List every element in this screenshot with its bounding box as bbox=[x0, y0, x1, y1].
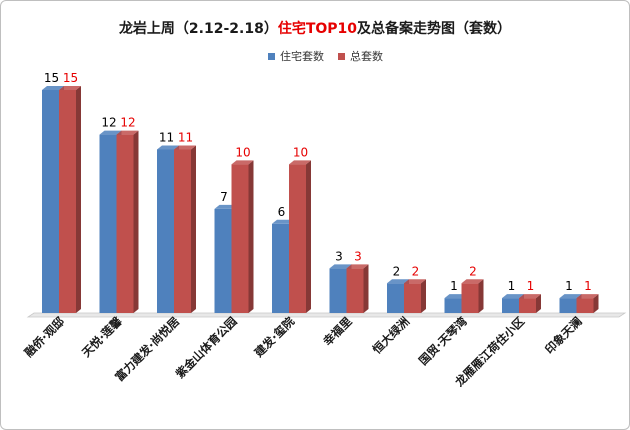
data-label-residential-6: 3 bbox=[335, 249, 343, 263]
bar-total-4-side bbox=[248, 160, 254, 313]
bar-total-9 bbox=[519, 298, 536, 313]
data-label-residential-7: 2 bbox=[393, 264, 401, 278]
data-label-total-8: 2 bbox=[469, 264, 477, 278]
bar-total-8 bbox=[461, 283, 479, 313]
bar-residential-9-top bbox=[502, 294, 524, 299]
data-label-residential-10: 1 bbox=[565, 279, 573, 293]
bar-residential-6-top bbox=[329, 264, 352, 269]
bar-residential-3 bbox=[157, 149, 174, 313]
data-label-residential-8: 1 bbox=[450, 279, 458, 293]
bar-total-5 bbox=[289, 164, 306, 313]
bar-total-10-side bbox=[593, 294, 599, 313]
bar-total-5-side bbox=[306, 160, 311, 313]
data-label-residential-2: 12 bbox=[101, 116, 116, 130]
category-label-2: 天悦·莲馨 bbox=[79, 314, 125, 360]
bar-total-1-top bbox=[59, 86, 81, 90]
bar-total-1 bbox=[59, 90, 76, 313]
category-label-8: 国贸·天琴湾 bbox=[416, 314, 470, 368]
legend-swatch-residential bbox=[268, 52, 275, 60]
data-label-total-2: 12 bbox=[120, 116, 135, 130]
bar-residential-8 bbox=[444, 298, 462, 313]
chart-title-highlight: 住宅TOP10 bbox=[277, 21, 358, 37]
chart-title-part-3: 及总备案走势图（套数） bbox=[357, 21, 512, 37]
data-label-total-4: 10 bbox=[235, 145, 250, 159]
category-label-10: 印象天澜 bbox=[542, 314, 584, 356]
data-label-residential-3: 11 bbox=[159, 130, 174, 144]
data-label-total-1: 15 bbox=[63, 71, 78, 85]
bar-total-3 bbox=[174, 149, 191, 313]
legend-label-residential: 住宅套数 bbox=[280, 50, 324, 63]
category-label-7: 恒大绿洲 bbox=[370, 314, 412, 356]
bar-total-3-side bbox=[191, 145, 196, 313]
bar-residential-1-top bbox=[42, 86, 64, 90]
bar-residential-8-top bbox=[444, 294, 467, 299]
bar-total-1-side bbox=[76, 86, 81, 313]
chart-floor bbox=[26, 312, 627, 318]
bar-total-9-side bbox=[536, 294, 541, 313]
bar-residential-10-top bbox=[559, 294, 582, 299]
data-label-residential-4: 7 bbox=[220, 190, 228, 204]
chart-legend: 住宅套数 总套数 bbox=[268, 48, 397, 64]
category-label-5: 建发·玺院 bbox=[252, 314, 298, 360]
category-label-1: 融侨·观邸 bbox=[22, 314, 68, 360]
bar-total-2 bbox=[116, 134, 134, 313]
bar-residential-5 bbox=[272, 223, 289, 313]
bar-total-7-side bbox=[421, 279, 426, 313]
bar-total-6-top bbox=[346, 264, 369, 269]
chart-title-part-1: 龙岩上周（2.12-2.18） bbox=[118, 21, 278, 37]
bar-residential-9 bbox=[502, 298, 519, 313]
bar-residential-4-top bbox=[214, 204, 237, 209]
bar-total-7 bbox=[404, 283, 421, 313]
category-label-6: 幸福里 bbox=[320, 314, 355, 349]
category-label-4: 紫金山体育公园 bbox=[173, 314, 240, 381]
legend-item-residential: 住宅套数 bbox=[268, 48, 324, 64]
data-label-total-7: 2 bbox=[412, 264, 420, 278]
bar-total-3-top bbox=[174, 145, 196, 150]
bar-residential-7-top bbox=[387, 279, 409, 284]
data-label-total-6: 3 bbox=[354, 249, 362, 263]
data-label-total-10: 1 bbox=[584, 279, 592, 293]
bar-total-8-side bbox=[478, 279, 484, 313]
data-label-total-3: 11 bbox=[178, 130, 193, 144]
bar-total-4 bbox=[231, 164, 249, 313]
bar-residential-3-top bbox=[157, 145, 179, 150]
bar-total-9-top bbox=[519, 294, 541, 299]
data-label-total-9: 1 bbox=[527, 279, 535, 293]
bar-residential-10 bbox=[559, 298, 577, 313]
bar-total-10 bbox=[576, 298, 594, 313]
bar-total-6-side bbox=[363, 264, 369, 313]
bar-residential-2 bbox=[99, 134, 117, 313]
legend-swatch-total bbox=[338, 52, 345, 60]
bar-residential-7 bbox=[387, 283, 404, 313]
data-label-residential-5: 6 bbox=[278, 205, 286, 219]
bar-residential-5-top bbox=[272, 219, 294, 224]
data-label-total-5: 10 bbox=[293, 145, 308, 159]
legend-label-total: 总套数 bbox=[350, 50, 383, 63]
legend-item-total: 总套数 bbox=[338, 48, 383, 64]
data-label-residential-1: 15 bbox=[44, 71, 59, 85]
bar-total-8-top bbox=[461, 279, 484, 284]
bar-residential-2-top bbox=[99, 130, 122, 135]
bar-total-2-side bbox=[133, 130, 139, 313]
bar-residential-1 bbox=[42, 90, 59, 313]
bar-total-7-top bbox=[404, 279, 426, 284]
data-label-residential-9: 1 bbox=[508, 279, 516, 293]
bar-total-5-top bbox=[289, 160, 311, 165]
bar-residential-6 bbox=[329, 268, 347, 313]
chart-title: 龙岩上周（2.12-2.18）住宅TOP10及总备案走势图（套数） bbox=[0, 18, 630, 38]
bar-residential-4 bbox=[214, 208, 232, 313]
bar-total-2-top bbox=[116, 130, 139, 135]
bar-total-6 bbox=[346, 268, 364, 313]
bar-total-4-top bbox=[231, 160, 254, 165]
bar-total-10-top bbox=[576, 294, 599, 299]
